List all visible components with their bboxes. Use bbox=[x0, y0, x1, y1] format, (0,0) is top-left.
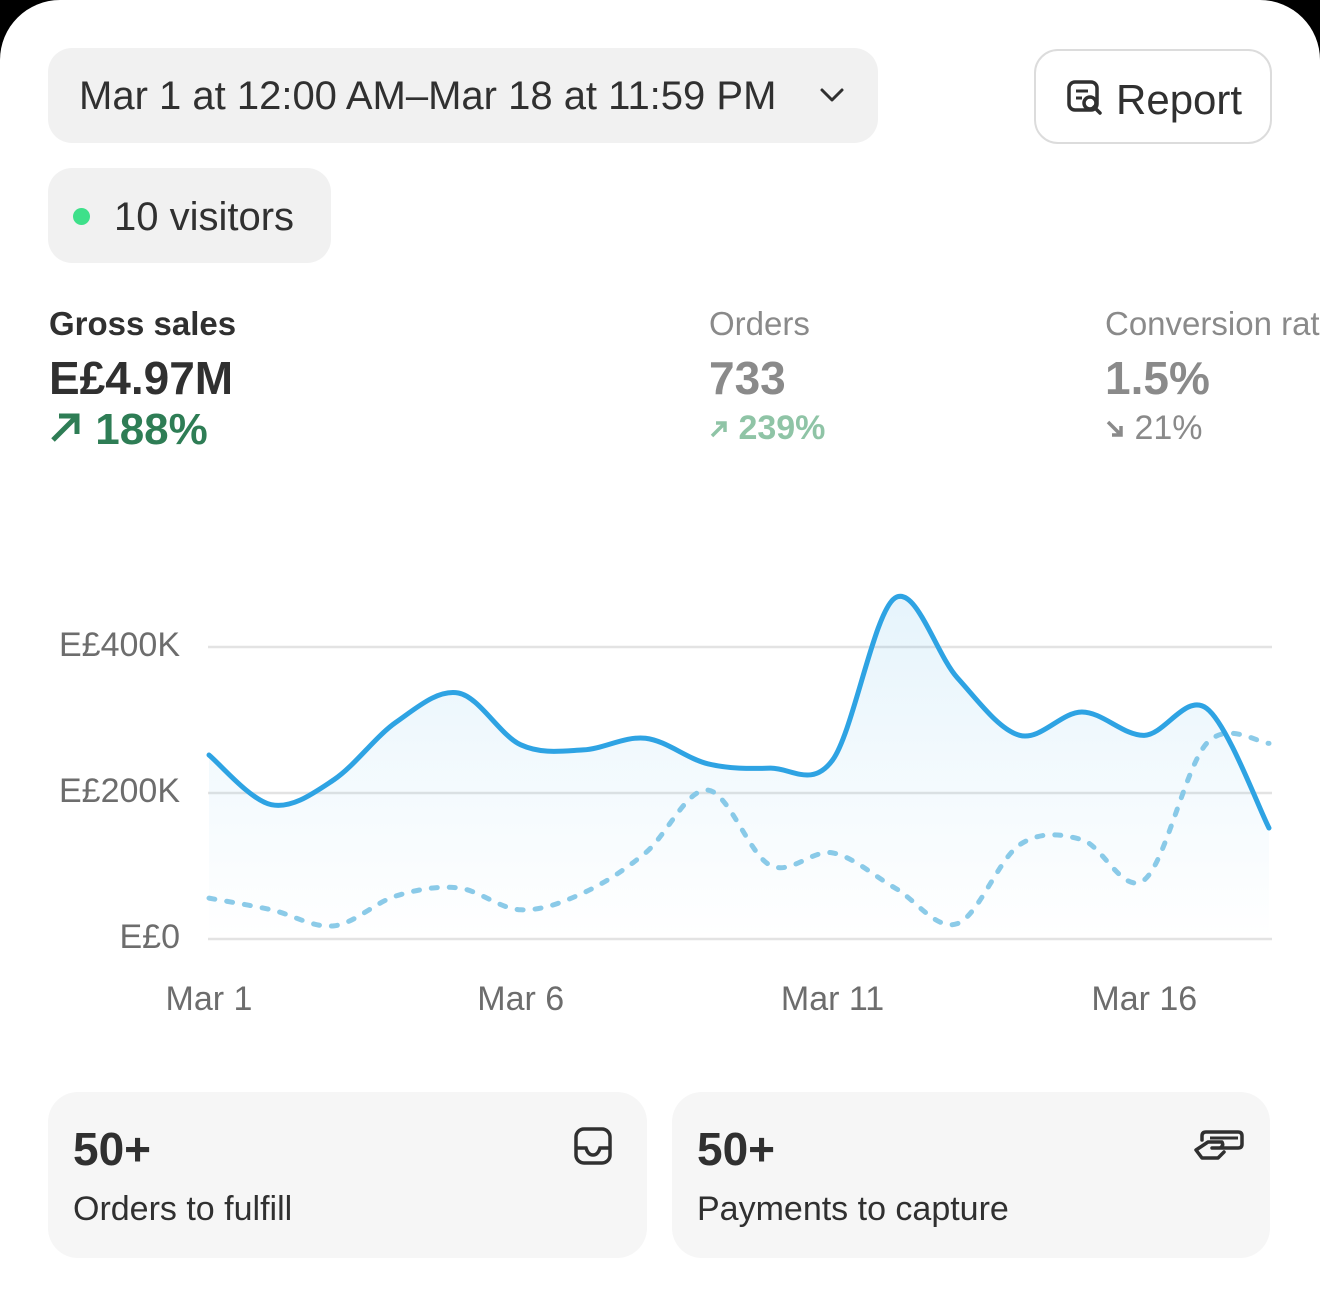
report-label: Report bbox=[1116, 76, 1243, 123]
metric-label: Orders bbox=[709, 305, 810, 342]
inbox-icon bbox=[574, 1127, 612, 1165]
card-label: Orders to fulfill bbox=[73, 1190, 293, 1228]
metric-value: 1.5% bbox=[1105, 352, 1210, 404]
card-label: Payments to capture bbox=[697, 1190, 1009, 1228]
x-tick-label: Mar 6 bbox=[477, 980, 564, 1018]
metric[interactable]: Orders 733 239% bbox=[709, 305, 825, 448]
down-arrow bbox=[1106, 420, 1123, 437]
metric-change-value: 188% bbox=[95, 405, 208, 454]
metric[interactable]: Gross sales E£4.97M 188% bbox=[49, 305, 236, 455]
area-fill bbox=[209, 596, 1269, 939]
report-button[interactable]: Report bbox=[1034, 49, 1272, 144]
live-dot bbox=[73, 208, 90, 225]
x-tick-label: Mar 1 bbox=[166, 980, 253, 1018]
card-count: 50+ bbox=[73, 1123, 152, 1175]
metric-label: Conversion rate bbox=[1105, 305, 1320, 342]
metric[interactable]: Conversion rate 1.5% 21% bbox=[1105, 305, 1320, 448]
y-tick-label: E£0 bbox=[120, 918, 181, 956]
metric-change: 21% bbox=[1105, 409, 1320, 448]
sales-line bbox=[206, 593, 1272, 831]
task-card[interactable]: 50+ Payments to capture bbox=[672, 1092, 1270, 1258]
date-range: Mar 1 at 12:00 AM–Mar 18 at 11:59 PM bbox=[79, 74, 777, 118]
up-arrow bbox=[51, 413, 80, 442]
metric-change-value: 239% bbox=[738, 409, 826, 447]
report-icon bbox=[1067, 80, 1102, 115]
metric-value: 733 bbox=[709, 352, 786, 404]
chevron-icon bbox=[820, 88, 844, 102]
task-card[interactable]: 50+ Orders to fulfill bbox=[48, 1092, 647, 1258]
metric-change: 239% bbox=[709, 409, 825, 448]
y-tick-label: E£400K bbox=[59, 626, 180, 664]
card-count: 50+ bbox=[697, 1123, 776, 1175]
visitors-label: 10 visitors bbox=[114, 195, 295, 239]
x-tick-label: Mar 16 bbox=[1091, 980, 1197, 1018]
chart: E£0 E£200K E£400K Mar 1 Mar 6 Mar 11 Mar 16 bbox=[59, 593, 1272, 1018]
x-tick-label: Mar 11 bbox=[781, 980, 884, 1018]
date-picker[interactable]: Mar 1 at 12:00 AM–Mar 18 at 11:59 PM bbox=[48, 48, 878, 143]
payment-icon bbox=[1194, 1130, 1244, 1160]
up-arrow bbox=[710, 421, 727, 438]
metric-value: E£4.97M bbox=[49, 352, 234, 404]
metric-change-value: 21% bbox=[1134, 409, 1203, 447]
visitors-pill[interactable]: 10 visitors bbox=[48, 168, 331, 263]
y-tick-label: E£200K bbox=[59, 772, 180, 810]
metric-change: 188% bbox=[49, 405, 236, 455]
metric-label: Gross sales bbox=[49, 305, 237, 342]
